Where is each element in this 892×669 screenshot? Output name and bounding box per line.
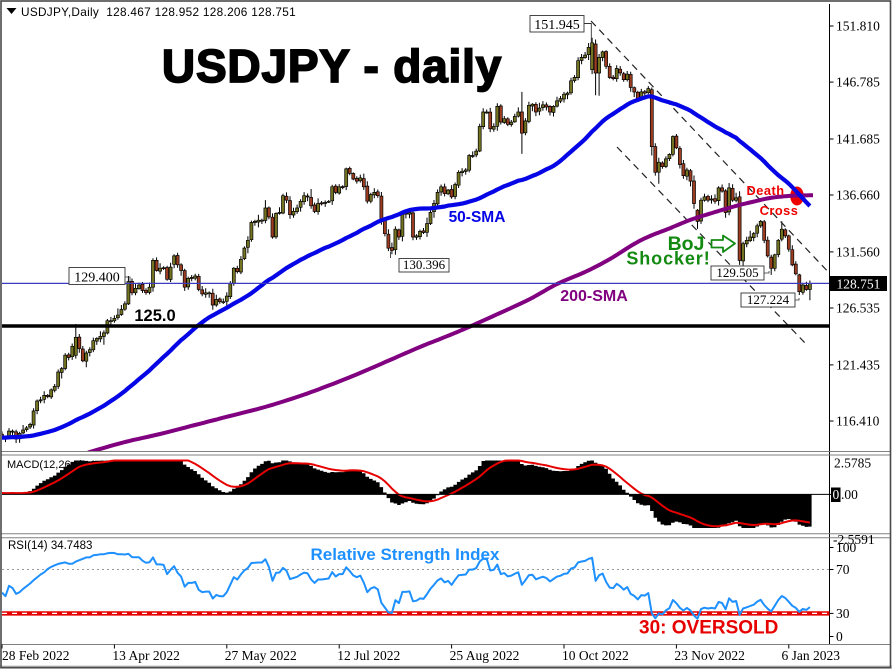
svg-text:126.535: 126.535	[836, 301, 880, 316]
svg-text:146.785: 146.785	[836, 75, 880, 90]
svg-text:116.410: 116.410	[836, 414, 880, 429]
svg-text:131.560: 131.560	[836, 245, 880, 260]
svg-text:13 Apr 2022: 13 Apr 2022	[112, 648, 179, 663]
svg-text:121.435: 121.435	[836, 358, 880, 373]
svg-text:141.685: 141.685	[836, 132, 880, 147]
svg-text:USDJPY,Daily 128.467 128.952: USDJPY,Daily 128.467 128.952 128.206 128…	[21, 5, 296, 19]
svg-text:151.810: 151.810	[836, 19, 880, 34]
svg-text:25 Aug 2022: 25 Aug 2022	[450, 648, 520, 663]
svg-text:27 May 2022: 27 May 2022	[225, 648, 297, 663]
svg-text:6 Jan 2023: 6 Jan 2023	[782, 648, 841, 663]
svg-text:0: 0	[836, 629, 843, 644]
svg-text:30: OVERSOLD: 30: OVERSOLD	[639, 618, 778, 639]
svg-text:BoJ: BoJ	[668, 233, 705, 255]
svg-text:USDJPY - daily: USDJPY - daily	[162, 40, 502, 92]
svg-text:30: 30	[836, 606, 850, 621]
svg-text:100: 100	[836, 540, 857, 555]
svg-text:28 Feb 2022: 28 Feb 2022	[2, 648, 70, 663]
svg-text:136.660: 136.660	[836, 188, 880, 203]
svg-text:130.396: 130.396	[403, 257, 446, 272]
svg-text:125.0: 125.0	[134, 307, 175, 325]
svg-text:129.505: 129.505	[716, 265, 758, 280]
svg-text:200-SMA: 200-SMA	[560, 288, 628, 305]
svg-text:Death: Death	[746, 183, 784, 198]
svg-text:12 Jul 2022: 12 Jul 2022	[337, 648, 400, 663]
svg-text:50-SMA: 50-SMA	[449, 209, 506, 226]
svg-text:2.5785: 2.5785	[834, 456, 871, 471]
svg-text:-2.5591: -2.5591	[833, 532, 875, 547]
svg-text:129.400: 129.400	[74, 270, 120, 285]
svg-text:128.751: 128.751	[837, 277, 881, 292]
svg-text:.00: .00	[841, 487, 858, 502]
svg-text:23 Nov 2022: 23 Nov 2022	[674, 648, 745, 663]
svg-text:Relative Strength Index: Relative Strength Index	[311, 545, 500, 564]
svg-text:127.224: 127.224	[747, 292, 790, 307]
svg-text:RSI(14) 34.7483: RSI(14) 34.7483	[8, 540, 92, 552]
svg-text:Shocker!: Shocker!	[626, 249, 710, 269]
svg-text:Cross: Cross	[760, 203, 799, 218]
svg-text:70: 70	[836, 562, 850, 577]
svg-text:10 Oct 2022: 10 Oct 2022	[562, 648, 629, 663]
svg-text:151.945: 151.945	[534, 18, 580, 33]
svg-text:0: 0	[833, 487, 840, 502]
